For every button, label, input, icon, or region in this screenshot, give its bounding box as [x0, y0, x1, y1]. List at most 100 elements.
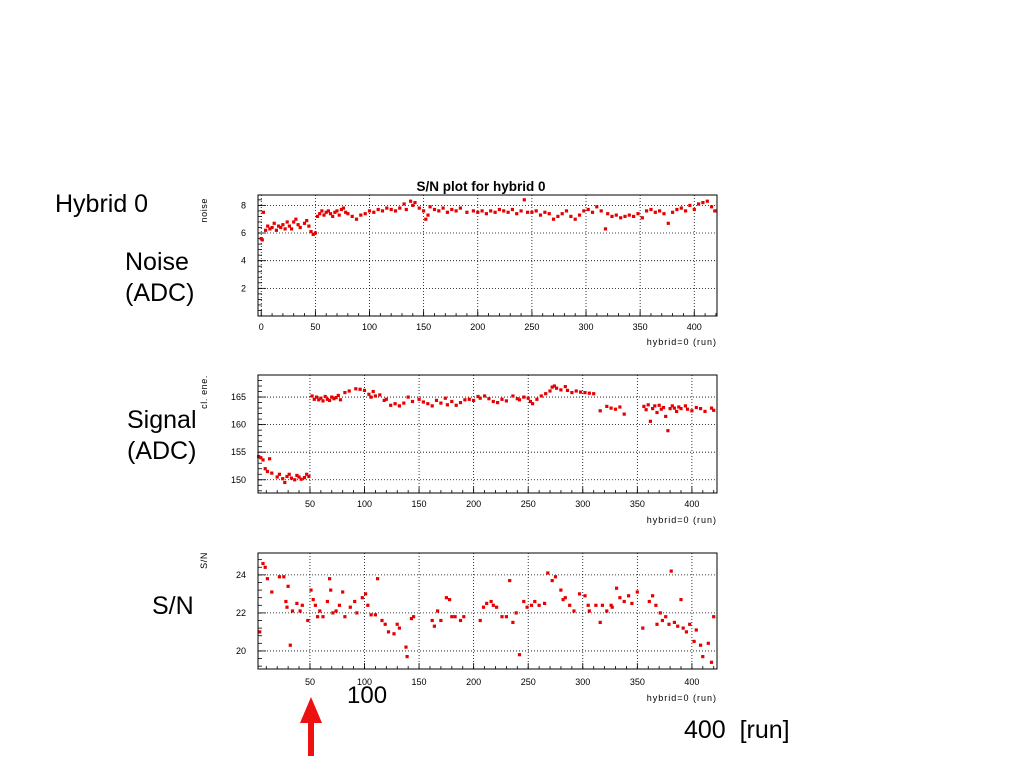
chart-title: S/N plot for hybrid 0 [416, 179, 545, 194]
data-point [640, 216, 644, 220]
data-point [297, 475, 301, 479]
data-point [389, 207, 393, 212]
data-point [679, 407, 683, 411]
data-point [411, 203, 415, 207]
data-point [577, 592, 582, 596]
data-point [386, 630, 391, 634]
signal-x-axis-label: hybrid=0 (run) [647, 515, 717, 525]
data-point [295, 473, 299, 477]
data-point [462, 615, 466, 619]
data-point [550, 385, 554, 389]
data-point [334, 396, 338, 400]
data-point [355, 611, 359, 615]
data-point [630, 601, 634, 605]
plot-frame [257, 552, 718, 670]
data-point [502, 209, 506, 213]
data-point [712, 615, 716, 619]
run-axis-end-label: 400 [run] [684, 716, 790, 744]
data-point [402, 401, 406, 405]
data-point [672, 406, 676, 410]
data-point [476, 210, 480, 214]
data-point [319, 396, 323, 400]
data-point [480, 209, 484, 213]
data-point [436, 609, 440, 613]
noise-x-axis-label: hybrid=0 (run) [647, 337, 717, 347]
data-point [333, 210, 337, 214]
data-point [664, 414, 668, 418]
data-point [383, 622, 387, 626]
signal-plot: 50 100 150 200 250 300 350 400 150 155 160 165 [231, 374, 718, 509]
x-tick-label: 300 [578, 322, 593, 332]
data-point [299, 477, 303, 481]
data-point [587, 391, 591, 395]
data-point [586, 603, 590, 607]
data-point [614, 213, 618, 217]
data-point [393, 209, 398, 213]
x-tick-label: 300 [575, 499, 590, 509]
data-point [471, 209, 475, 213]
data-point [261, 210, 265, 214]
data-point [265, 577, 269, 581]
data-point [409, 199, 413, 203]
data-point [328, 398, 332, 402]
data-point [432, 624, 436, 628]
data-point [338, 398, 343, 402]
data-point [426, 213, 430, 217]
data-point [328, 577, 332, 581]
data-point [548, 389, 552, 393]
data-point [668, 407, 672, 411]
data-point [600, 603, 604, 607]
data-point [395, 622, 399, 626]
y-tick-label: 165 [231, 392, 246, 402]
data-point [610, 214, 614, 218]
data-point [529, 603, 534, 607]
data-point [307, 474, 311, 479]
data-point [522, 395, 526, 399]
data-point [417, 206, 421, 210]
data-point [443, 396, 447, 400]
data-point [318, 212, 322, 216]
data-point [392, 632, 396, 636]
data-point [393, 402, 397, 406]
data-point [270, 225, 274, 230]
data-point [328, 212, 333, 216]
data-point [325, 397, 329, 401]
signal-y-axis-label: cl. ene. [199, 375, 209, 409]
data-point [334, 609, 338, 613]
data-point [434, 398, 439, 402]
data-point [655, 410, 659, 415]
data-point [641, 626, 645, 630]
data-point [697, 202, 701, 206]
data-point [669, 569, 673, 573]
data-point [285, 605, 289, 609]
data-point [313, 603, 317, 607]
data-point [610, 605, 614, 609]
data-point [268, 457, 272, 461]
data-point [618, 405, 622, 409]
x-tick-label: 150 [416, 322, 431, 332]
data-point [587, 609, 591, 613]
data-point [432, 207, 437, 212]
data-point [569, 214, 573, 218]
data-point [573, 217, 577, 221]
data-point [444, 596, 448, 600]
data-point [595, 205, 599, 209]
data-point [556, 214, 560, 218]
data-point [279, 225, 283, 230]
x-tick-label: 50 [305, 677, 315, 687]
data-point [448, 598, 452, 602]
data-point [658, 209, 662, 213]
data-point [428, 205, 432, 209]
data-point [430, 404, 434, 408]
data-point [577, 213, 582, 217]
data-point [623, 214, 627, 218]
data-point [364, 592, 368, 596]
data-point [677, 405, 681, 409]
data-point [559, 388, 563, 392]
data-point [310, 394, 314, 398]
x-tick-label: 400 [684, 499, 699, 509]
data-point [713, 209, 717, 213]
x-tick-label: 50 [305, 499, 315, 509]
data-point [522, 599, 526, 604]
